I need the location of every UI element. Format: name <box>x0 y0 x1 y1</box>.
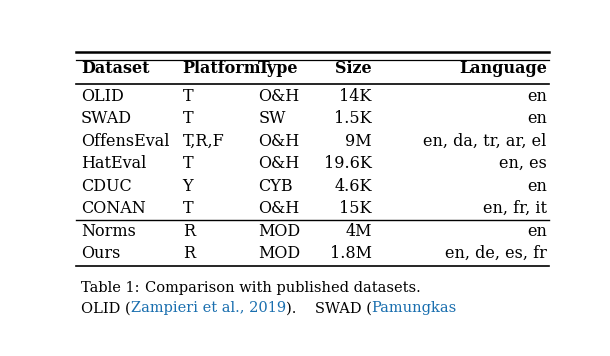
Text: Platform: Platform <box>182 60 261 77</box>
Text: Table 1:: Table 1: <box>81 281 140 295</box>
Text: Dataset: Dataset <box>81 60 149 77</box>
Text: 4.6K: 4.6K <box>334 178 371 195</box>
Text: 4M: 4M <box>345 222 371 240</box>
Text: HatEval: HatEval <box>81 155 146 172</box>
Text: CDUC: CDUC <box>81 178 132 195</box>
Text: T: T <box>182 155 193 172</box>
Text: OLID (: OLID ( <box>81 301 131 315</box>
Text: Pamungkas: Pamungkas <box>371 301 457 315</box>
Text: Zampieri et al., 2019: Zampieri et al., 2019 <box>131 301 285 315</box>
Text: en, fr, it: en, fr, it <box>483 200 547 217</box>
Text: ).    SWAD (: ). SWAD ( <box>285 301 371 315</box>
Text: CYB: CYB <box>258 178 293 195</box>
Text: Ours: Ours <box>81 245 120 262</box>
Text: 1.5K: 1.5K <box>334 110 371 127</box>
Text: O&H: O&H <box>258 200 300 217</box>
Text: 14K: 14K <box>339 88 371 105</box>
Text: Comparison with published datasets.: Comparison with published datasets. <box>145 281 420 295</box>
Text: T: T <box>182 88 193 105</box>
Text: en: en <box>527 178 547 195</box>
Text: 1.8M: 1.8M <box>330 245 371 262</box>
Text: O&H: O&H <box>258 155 300 172</box>
Text: R: R <box>182 245 195 262</box>
Text: Y: Y <box>182 178 193 195</box>
Text: Norms: Norms <box>81 222 136 240</box>
Text: en: en <box>527 222 547 240</box>
Text: CONAN: CONAN <box>81 200 146 217</box>
Text: Type: Type <box>258 60 299 77</box>
Text: Size: Size <box>335 60 371 77</box>
Text: SW: SW <box>258 110 285 127</box>
Text: 9M: 9M <box>345 133 371 150</box>
Text: SWAD: SWAD <box>81 110 132 127</box>
Text: OffensEval: OffensEval <box>81 133 170 150</box>
Text: en: en <box>527 88 547 105</box>
Text: 15K: 15K <box>339 200 371 217</box>
Text: Language: Language <box>459 60 547 77</box>
Text: O&H: O&H <box>258 133 300 150</box>
Text: 19.6K: 19.6K <box>324 155 371 172</box>
Text: en, de, es, fr: en, de, es, fr <box>445 245 547 262</box>
Text: en, da, tr, ar, el: en, da, tr, ar, el <box>423 133 547 150</box>
Text: T,R,F: T,R,F <box>182 133 224 150</box>
Text: T: T <box>182 200 193 217</box>
Text: en: en <box>527 110 547 127</box>
Text: T: T <box>182 110 193 127</box>
Text: O&H: O&H <box>258 88 300 105</box>
Text: MOD: MOD <box>258 222 300 240</box>
Text: MOD: MOD <box>258 245 300 262</box>
Text: OLID: OLID <box>81 88 124 105</box>
Text: R: R <box>182 222 195 240</box>
Text: en, es: en, es <box>499 155 547 172</box>
